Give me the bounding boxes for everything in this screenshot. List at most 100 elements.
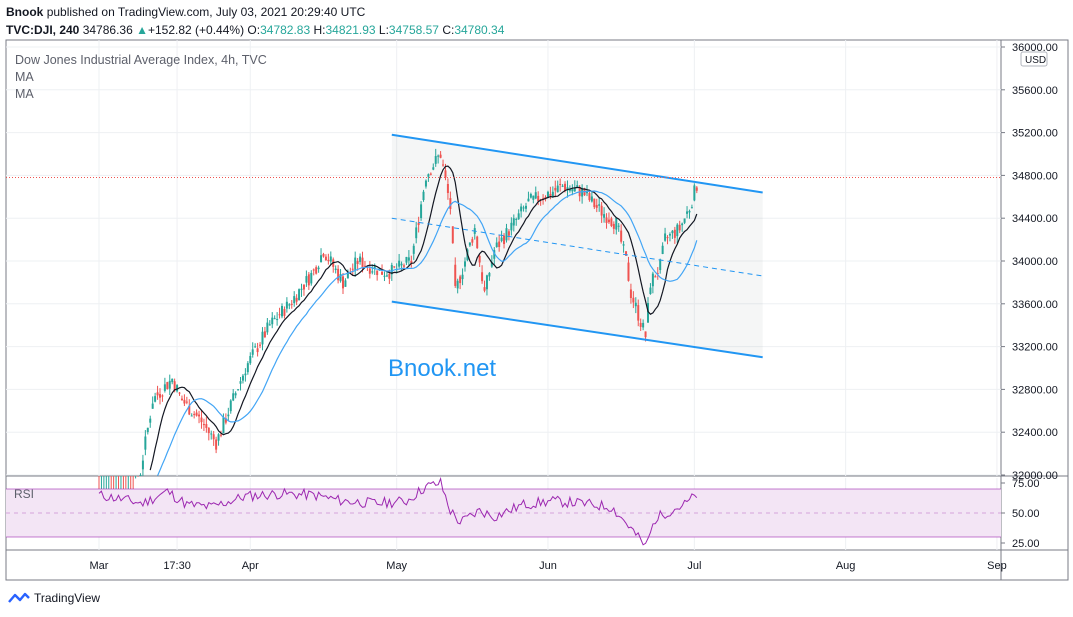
candle-body — [405, 256, 408, 263]
chart-title: Dow Jones Industrial Average Index, 4h, … — [15, 53, 267, 67]
candle-body — [368, 268, 371, 274]
candle-body — [356, 260, 359, 264]
candle-body — [190, 415, 193, 417]
ma-fast-line — [149, 165, 698, 471]
candle-body — [459, 276, 462, 284]
rsi-line — [98, 476, 698, 546]
price-tick-label: 32800.00 — [1012, 384, 1058, 396]
candle-body — [246, 363, 249, 373]
candle-body — [241, 375, 244, 381]
candle-body — [649, 287, 652, 294]
candle-body — [234, 393, 237, 396]
author-name[interactable]: Bnook — [6, 5, 44, 19]
candle-body — [288, 304, 291, 306]
candle-body — [254, 346, 257, 348]
channel-fill — [391, 134, 763, 358]
candle-body — [229, 400, 232, 412]
candle-body — [217, 434, 220, 441]
candle-body — [588, 193, 591, 201]
candle-body — [507, 231, 510, 236]
candle-body — [195, 412, 198, 416]
publish-info: Bnook published on TradingView.com, July… — [6, 5, 365, 19]
candle-body — [151, 403, 154, 409]
candle-body — [276, 319, 279, 321]
low-value: 34758.57 — [388, 23, 439, 37]
candle-body — [603, 214, 606, 218]
candle-body — [139, 474, 142, 476]
candle-body — [607, 219, 610, 223]
chart-frame — [5, 39, 1069, 581]
candle-body — [676, 224, 679, 237]
candle-body — [320, 255, 323, 263]
channel-lower-line — [391, 300, 763, 359]
candle-body — [215, 439, 218, 450]
candle-body — [154, 396, 157, 402]
candle-body — [156, 392, 159, 396]
candle-body — [424, 180, 427, 187]
candle-body — [256, 348, 259, 353]
candle-body — [327, 259, 330, 262]
candle-body — [442, 164, 445, 166]
candle-body — [500, 237, 503, 241]
change-value: +152.82 (+0.44%) — [148, 23, 245, 37]
candle-body — [595, 204, 598, 208]
candle-body — [695, 187, 698, 191]
candle-body — [239, 381, 242, 384]
candle-body — [495, 242, 498, 248]
candle-body — [451, 226, 454, 244]
candle-body — [407, 257, 410, 261]
candle-body — [566, 187, 569, 191]
candle-body — [642, 322, 645, 328]
candle-body — [342, 276, 344, 289]
candle-body — [488, 272, 491, 277]
close-value: 34780.34 — [454, 23, 505, 37]
high-label: H: — [313, 23, 326, 37]
candle-body — [359, 256, 362, 262]
time-tick-label: May — [386, 560, 407, 572]
candle-body — [263, 331, 266, 338]
candle-body — [249, 355, 252, 364]
candle-body — [198, 414, 201, 417]
time-tick-label: Mar — [90, 560, 109, 572]
candle-body — [307, 274, 310, 286]
candle-body — [398, 260, 401, 267]
candle-body — [334, 268, 337, 271]
candle-body — [688, 210, 691, 213]
candle-body — [285, 301, 288, 309]
candle-body — [295, 297, 298, 302]
price-tick-label: 33200.00 — [1012, 342, 1058, 354]
candle-body — [278, 314, 281, 316]
candle-body — [651, 273, 654, 287]
candle-body — [293, 296, 296, 304]
tradingview-logo-icon — [8, 592, 30, 603]
candle-body — [176, 385, 179, 392]
candle-body — [324, 256, 327, 261]
ma-legend-2: MA — [15, 87, 34, 101]
candle-body — [410, 260, 413, 264]
candle-body — [251, 349, 254, 355]
candle-body — [305, 276, 308, 283]
candle-body — [212, 434, 215, 440]
candle-body — [561, 185, 564, 187]
candle-body — [149, 418, 152, 423]
open-label: O: — [247, 23, 261, 37]
candle-body — [310, 272, 313, 284]
candle-body — [478, 255, 481, 263]
candle-body — [439, 154, 442, 158]
candle-body — [146, 427, 149, 433]
tradingview-footer[interactable]: TradingView — [8, 591, 100, 605]
candle-body — [339, 274, 342, 282]
candle-body — [415, 227, 418, 239]
candle-body — [446, 183, 449, 193]
candle-body — [437, 155, 440, 157]
candle-body — [668, 234, 671, 236]
rsi-tick-label: 50.00 — [1012, 508, 1040, 520]
candle-body — [554, 187, 557, 191]
candle-body — [434, 156, 437, 164]
candle-body — [546, 191, 549, 198]
symbol-label: TVC:DJI, 240 — [6, 23, 80, 37]
candle-body — [490, 262, 493, 267]
candle-body — [637, 305, 640, 321]
candle-body — [615, 217, 618, 230]
